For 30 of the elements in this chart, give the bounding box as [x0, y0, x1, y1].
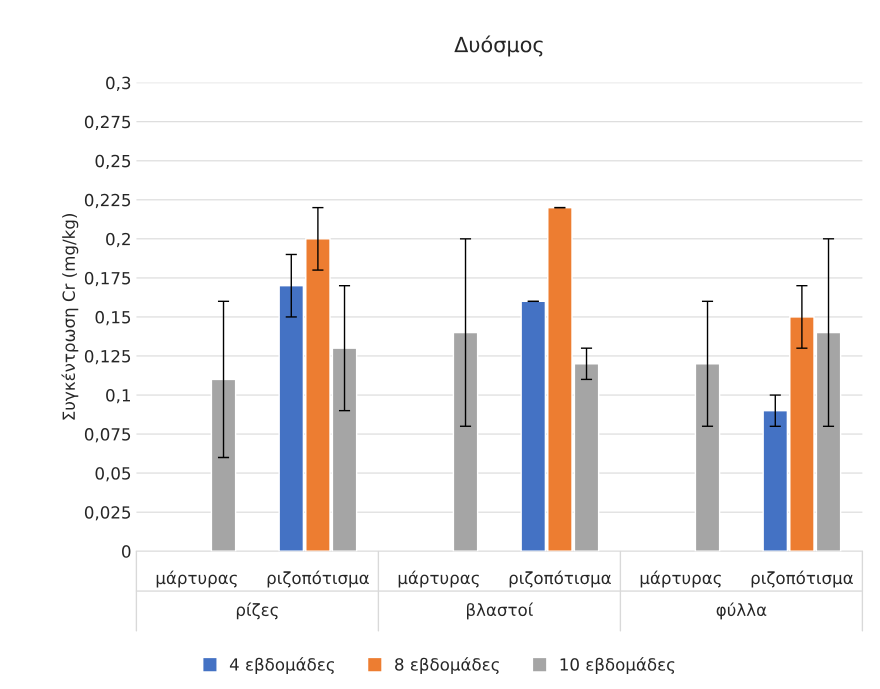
y-tick-label: 0,1 [106, 388, 130, 404]
x-tick-label: μάρτυρας [398, 570, 479, 588]
y-tick-label: 0,075 [84, 428, 130, 442]
y-tick-label: 0,125 [84, 350, 130, 364]
text: φύλλα [716, 602, 766, 620]
legend-label: 10 εβδομάδες [560, 657, 674, 674]
y-tick-label: 0,275 [84, 116, 130, 130]
y-tick-label: 0,025 [84, 506, 130, 520]
y-tick-label: 0,15 [96, 310, 130, 326]
y-tick-label: 0,3 [106, 76, 130, 91]
y-tick-label: 0,05 [96, 467, 130, 482]
y-tick-label: 0,25 [96, 154, 130, 170]
text: ρίζες [236, 602, 278, 620]
legend-label: 8 εβδομάδες [395, 657, 499, 674]
y-tick-label: 0,175 [84, 272, 130, 286]
x-tick-label: ριζοπότισμα [510, 570, 611, 588]
y-tick-label: 0,2 [106, 232, 130, 248]
y-axis-title: Συγκέντρωση Cr (mg/kg) [61, 214, 78, 420]
x-tick-label: ριζοπότισμα [752, 570, 853, 588]
bar [210, 378, 236, 552]
bar [452, 332, 478, 552]
x-tick-label: ριζοπότισμα [268, 570, 369, 588]
text: βλαστοί [467, 602, 534, 620]
chart-title: Δυόσμος [454, 35, 543, 56]
y-tick-label: 0 [122, 545, 130, 558]
x-tick-label: μάρτυρας [156, 570, 237, 588]
y-tick-label: 0,225 [84, 194, 130, 208]
legend-label: 4 εβδομάδες [230, 657, 334, 674]
x-tick-label: μάρτυρας [640, 570, 721, 588]
bar [694, 363, 720, 552]
